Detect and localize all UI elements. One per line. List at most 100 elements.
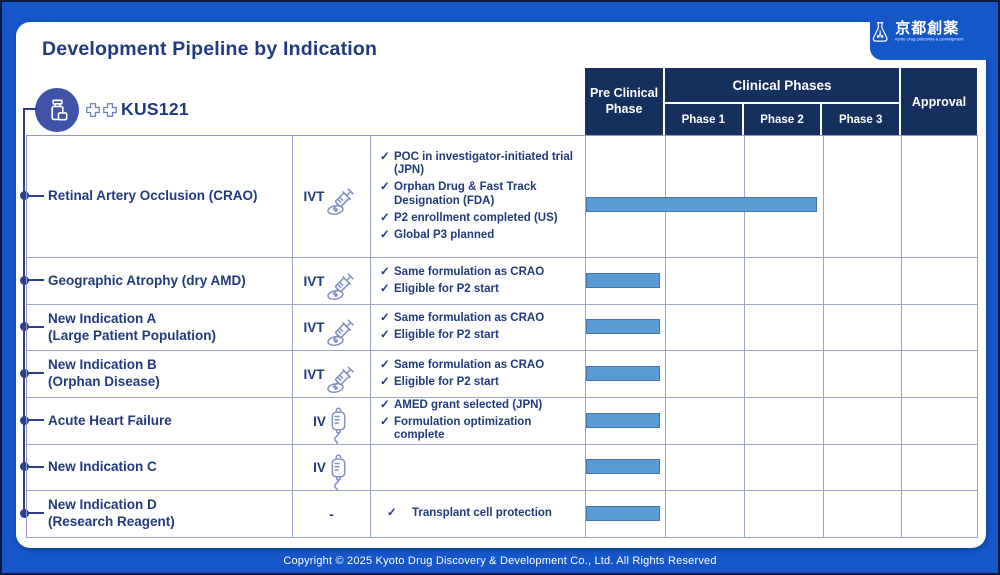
phase-grid-cell [902, 351, 978, 398]
indication-cell: New Indication D (Research Reagent) [27, 491, 293, 538]
tree-connector [24, 372, 44, 374]
phase-grid-cell [666, 305, 745, 351]
tree-node-dot [20, 509, 29, 518]
indication-sublabel: (Orphan Disease) [48, 374, 160, 389]
header-preclinical: Pre Clinical Phase [585, 68, 663, 135]
phase-grid-cell [902, 136, 978, 258]
phase-grid-cell [745, 258, 824, 305]
route-label: - [329, 506, 334, 522]
route-label: IVT [303, 366, 325, 382]
pipeline-table: Retinal Artery Occlusion (CRAO) IVT ✓ POC… [26, 135, 978, 538]
route-cell: IVT [293, 305, 371, 351]
phase-grid-cell [902, 445, 978, 491]
route-cell: IV [293, 445, 371, 491]
route-cell: IV [293, 398, 371, 445]
phase-grid-cell [902, 258, 978, 305]
phase-grid-cell [824, 258, 902, 305]
header-phase-1: Phase 1 [665, 104, 742, 135]
flask-icon [870, 16, 890, 48]
indication-label: Acute Heart Failure [48, 412, 172, 428]
header-phase-3: Phase 3 [822, 104, 900, 135]
tree-connector [24, 279, 44, 281]
route-label: IVT [303, 320, 325, 335]
notes-cell: ✓ Same formulation as CRAO ✓ Eligible for … [371, 351, 586, 398]
phase-grid-cell [745, 351, 824, 398]
indication-label: Retinal Artery Occlusion (CRAO) [48, 188, 258, 204]
notes-cell: ✓ POC in investigator-initiated trial (JP… [371, 136, 586, 258]
indication-cell: Geographic Atrophy (dry AMD) [27, 258, 293, 305]
phase-grid-cell [824, 136, 902, 258]
eye-syringe-icon [326, 269, 360, 303]
iv-bag-icon [327, 453, 350, 491]
tree-node-dot [20, 369, 29, 378]
tree-connector [24, 419, 44, 421]
indication-cell: Retinal Artery Occlusion (CRAO) [27, 136, 293, 258]
phase-grid-cell [745, 491, 824, 538]
tree-connector [24, 512, 44, 514]
pipeline-tree-rail [23, 109, 25, 515]
phase-grid-cell [586, 398, 666, 445]
phase-grid-cell [745, 305, 824, 351]
phase-grid-cell [666, 398, 745, 445]
phase-grid-cell [745, 445, 824, 491]
check-icon: ✓ [380, 181, 390, 194]
notes-cell: ✓ Transplant cell protection [371, 491, 586, 538]
phase-grid-cell [666, 351, 745, 398]
note-item: ✓ Same formulation as CRAO [380, 265, 545, 278]
route-cell: - [293, 491, 371, 538]
check-icon: ✓ [380, 282, 390, 295]
eye-syringe-icon [326, 184, 360, 218]
check-icon: ✓ [380, 312, 390, 325]
notes-cell: ✓ Same formulation as CRAO ✓ Eligible for … [371, 258, 586, 305]
tree-connector [24, 195, 44, 197]
footer-copyright: Copyright © 2025 Kyoto Drug Discovery & … [283, 555, 717, 567]
tree-node-dot [20, 322, 29, 331]
phase-grid-cell [902, 305, 978, 351]
vial-icon [44, 97, 71, 124]
phase-grid-cell [824, 351, 902, 398]
note-item: ✓ AMED grant selected (JPN) [380, 398, 543, 411]
indication-sublabel: (Research Reagent) [48, 514, 175, 529]
tree-connector [24, 466, 44, 468]
tree-node-dot [20, 462, 29, 471]
phase-grid-cell [824, 491, 902, 538]
phase-grid-cell [902, 398, 978, 445]
route-cell: IVT [293, 258, 371, 305]
compound-label: KUS121 [121, 99, 189, 119]
check-icon: ✓ [380, 150, 390, 163]
indication-cell: Acute Heart Failure [27, 398, 293, 445]
indication-cell: New Indication A (Large Patient Populati… [27, 305, 293, 351]
note-item: ✓ Formulation optimization complete [380, 415, 532, 442]
phase-grid-cell [666, 491, 745, 538]
phase-grid-cell [586, 445, 666, 491]
check-icon: ✓ [380, 211, 390, 224]
note-item: ✓ Eligible for P2 start [380, 375, 499, 388]
phase-header: Pre Clinical Phase Clinical Phases Phase… [585, 68, 977, 135]
note-item: ✓ P2 enrollment completed (US) [380, 211, 558, 224]
check-icon: ✓ [380, 329, 390, 341]
compound-badge [35, 88, 79, 132]
tree-connector [24, 326, 44, 328]
phase-progress-bar [586, 506, 660, 521]
phase-progress-bar [586, 366, 660, 381]
check-icon: ✓ [380, 358, 390, 371]
eye-syringe-icon [326, 315, 360, 349]
phase-progress-bar [586, 319, 660, 334]
route-label: IV [313, 460, 326, 475]
check-icon: ✓ [380, 228, 390, 241]
phase-grid-cell [745, 136, 824, 258]
note-item: ✓ POC in investigator-initiated trial (JP… [380, 150, 573, 177]
indication-label: New Indication D [48, 497, 157, 513]
note-item: ✓ Global P3 planned [380, 228, 495, 241]
page-title: Development Pipeline by Indication [42, 38, 378, 60]
note-item: ✓ Same formulation as CRAO [380, 312, 545, 325]
phase-grid-cell [666, 445, 745, 491]
phase-progress-bar [586, 273, 660, 288]
phase-grid-cell [824, 398, 902, 445]
phase-progress-bar [586, 413, 660, 428]
note-item: ✓ Transplant cell protection [380, 507, 581, 521]
eye-syringe-icon [326, 362, 360, 396]
phase-grid-cell [745, 398, 824, 445]
phase-grid-cell [902, 491, 978, 538]
